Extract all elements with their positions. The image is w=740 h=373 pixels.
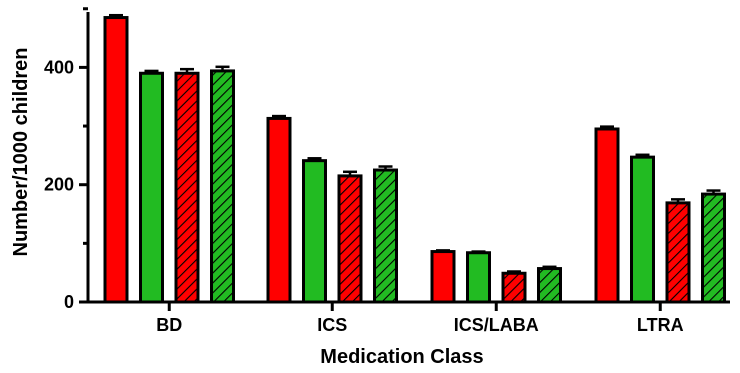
bar-ics-series-1	[266, 116, 292, 304]
bar-ics-laba-series-3	[501, 271, 527, 304]
y-tick-label-400: 400	[44, 57, 74, 77]
x-tick-label-ics: ICS	[317, 315, 347, 335]
bar-bd-series-2	[139, 71, 164, 304]
bar-ics-laba-series-1	[430, 250, 456, 304]
bar-bd-series-4	[210, 69, 235, 304]
bar-ltra-series-2	[630, 155, 655, 304]
y-axis-title: Number/1000 children	[10, 48, 32, 257]
x-tick-label-ltra: LTRA	[637, 315, 684, 335]
y-tick-label-200: 200	[44, 175, 74, 195]
bar-ltra-series-3	[665, 201, 691, 304]
x-tick-label-bd: BD	[156, 315, 182, 335]
bar-ics-laba-series-2	[466, 251, 491, 304]
bar-bd-series-3	[174, 71, 200, 304]
bar-ltra-series-4	[701, 192, 726, 304]
bar-bd-series-1	[103, 16, 129, 304]
bar-marks	[103, 13, 726, 304]
bar-ics-series-3	[337, 174, 363, 304]
x-axis-title: Medication Class	[320, 346, 483, 368]
y-tick-label-0: 0	[64, 292, 74, 312]
bar-ics-series-4	[373, 168, 398, 304]
bar-ics-series-2	[302, 159, 327, 304]
bar-ltra-series-1	[594, 127, 620, 304]
bar-ics-laba-series-4	[537, 267, 562, 304]
axes: 0 200 400 BD ICS ICS/LABA LTRA	[44, 7, 730, 335]
x-tick-label-ics-laba: ICS/LABA	[454, 315, 539, 335]
